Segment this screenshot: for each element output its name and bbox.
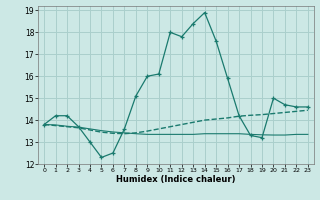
X-axis label: Humidex (Indice chaleur): Humidex (Indice chaleur)	[116, 175, 236, 184]
